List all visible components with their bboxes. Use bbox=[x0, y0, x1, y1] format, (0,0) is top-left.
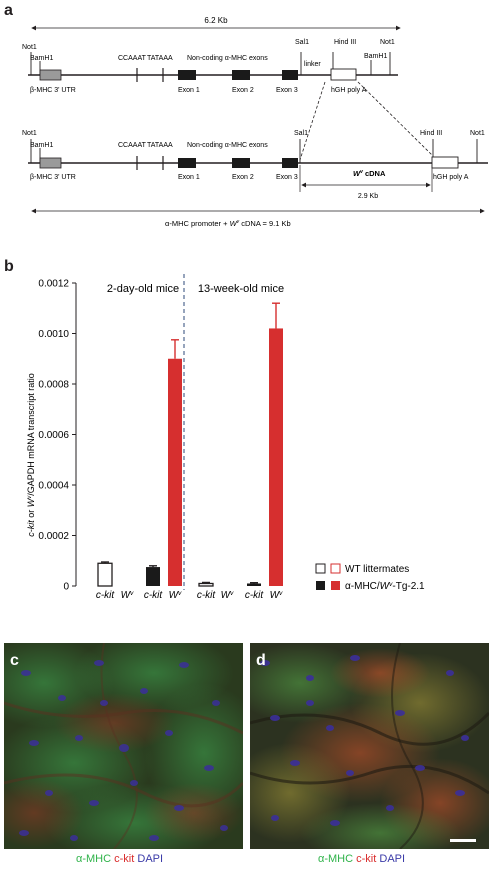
site-label: Hind III bbox=[420, 130, 442, 137]
bar bbox=[247, 583, 261, 586]
site-label: Hind III bbox=[334, 39, 356, 46]
y-tick-label: 0 bbox=[63, 582, 69, 593]
exon-label: Exon 3 bbox=[276, 87, 298, 94]
exon-label: Exon 1 bbox=[178, 87, 200, 94]
x-tick-label: Wv bbox=[169, 590, 182, 601]
utr-box bbox=[39, 69, 62, 81]
noncoding-label: Non-coding α-MHC exons bbox=[187, 142, 268, 149]
exon-label: Exon 3 bbox=[276, 174, 298, 181]
site-label: BamH1 bbox=[364, 53, 387, 60]
dashed-connector bbox=[299, 81, 326, 161]
panel-a-letter: a bbox=[4, 2, 13, 19]
exon-box bbox=[178, 158, 196, 168]
x-tick-label: c-kit bbox=[144, 590, 164, 601]
panel-b-letter: b bbox=[4, 258, 14, 275]
linker-label: linker bbox=[304, 61, 321, 68]
exon-box bbox=[282, 158, 298, 168]
utr-label: β-MHC 3' UTR bbox=[30, 174, 76, 181]
cdna-length-label: 2.9 Kb bbox=[358, 193, 378, 200]
dashed-connector bbox=[357, 81, 433, 156]
legend-swatch-tg-wv bbox=[331, 581, 340, 590]
exon-label: Exon 2 bbox=[232, 87, 254, 94]
utr-box bbox=[39, 157, 62, 169]
caption-alpha-mhc: α-MHC bbox=[76, 853, 112, 865]
noncoding-label: Non-coding α-MHC exons bbox=[187, 55, 268, 62]
polya-box bbox=[431, 156, 459, 169]
legend-label-tg: α-MHC/Wv-Tg-2.1 bbox=[345, 581, 425, 592]
micrograph-c bbox=[4, 643, 243, 849]
x-tick-label: c-kit bbox=[197, 590, 217, 601]
site-label: Not1 bbox=[22, 130, 37, 137]
group-label: 13-week-old mice bbox=[198, 283, 284, 295]
y-tick-label: 0.0004 bbox=[38, 481, 69, 492]
bar bbox=[269, 328, 283, 586]
transcript-ratio-chart: c-kit or Wv/GAPDH mRNA transcript ratio … bbox=[26, 274, 425, 601]
y-tick-label: 0.0012 bbox=[38, 279, 69, 290]
x-tick-label: Wv bbox=[221, 590, 234, 601]
x-tick-label: c-kit bbox=[96, 590, 116, 601]
y-tick-label: 0.0006 bbox=[38, 430, 69, 441]
legend-swatch-wt-wv bbox=[330, 563, 341, 574]
bar bbox=[168, 358, 182, 586]
bar bbox=[146, 567, 160, 586]
promoter-element: TATAAA bbox=[147, 55, 173, 62]
panel-d-letter: d bbox=[256, 652, 266, 669]
y-tick-label: 0.0010 bbox=[38, 329, 69, 340]
site-label: Sal1 bbox=[294, 130, 308, 137]
caption-alpha-mhc: α-MHC bbox=[318, 853, 354, 865]
x-tick-label: c-kit bbox=[245, 590, 265, 601]
bar bbox=[97, 562, 113, 587]
promoter-element: TATAAA bbox=[147, 142, 173, 149]
legend-swatch-wt-ckit bbox=[315, 563, 326, 574]
exon-box bbox=[282, 70, 298, 80]
polya-label: hGH poly A bbox=[331, 87, 367, 94]
exon-box bbox=[178, 70, 196, 80]
length-label-6-2kb: 6.2 Kb bbox=[204, 16, 228, 25]
exon-label: Exon 2 bbox=[232, 174, 254, 181]
site-label: BamH1 bbox=[30, 142, 53, 149]
panel-c-caption: α-MHC c-kit DAPI bbox=[76, 853, 163, 865]
promoter-element: CCAAAT bbox=[118, 142, 147, 149]
site-label: Not1 bbox=[380, 39, 395, 46]
caption-ckit: c-kit bbox=[114, 853, 135, 865]
y-tick-label: 0.0008 bbox=[38, 380, 69, 391]
site-label: BamH1 bbox=[30, 55, 53, 62]
scale-bar bbox=[450, 839, 476, 842]
promoter-element: CCAAAT bbox=[118, 55, 147, 62]
cdna-label: Wv cDNA bbox=[353, 169, 386, 178]
x-tick-label: Wv bbox=[270, 590, 283, 601]
construct-diagram: 6.2 Kb Not1 BamH1 β-MHC 3' UTR CCAAAT TA… bbox=[22, 16, 488, 228]
micrograph-d bbox=[250, 643, 489, 849]
exon-box bbox=[232, 70, 250, 80]
y-axis-label: c-kit or Wv/GAPDH mRNA transcript ratio bbox=[26, 373, 36, 537]
site-label: Not1 bbox=[470, 130, 485, 137]
panel-c-letter: c bbox=[10, 652, 19, 669]
caption-dapi: DAPI bbox=[379, 853, 406, 865]
bar bbox=[198, 582, 214, 587]
exon-label: Exon 1 bbox=[178, 174, 200, 181]
panel-d-caption: α-MHC c-kit DAPI bbox=[318, 853, 405, 865]
legend-swatch-tg-ckit bbox=[316, 581, 325, 590]
group-label: 2-day-old mice bbox=[107, 283, 179, 295]
site-label: Not1 bbox=[22, 44, 37, 51]
legend-label-wt: WT littermates bbox=[345, 564, 409, 575]
polya-box bbox=[330, 68, 357, 81]
y-tick-label: 0.0002 bbox=[38, 531, 69, 542]
caption-dapi: DAPI bbox=[137, 853, 164, 865]
caption-ckit: c-kit bbox=[356, 853, 377, 865]
x-tick-label: Wv bbox=[121, 590, 134, 601]
total-length-label: α-MHC promoter + Wv cDNA = 9.1 Kb bbox=[165, 219, 291, 228]
exon-box bbox=[232, 158, 250, 168]
polya-label: hGH poly A bbox=[433, 174, 469, 181]
utr-label: β-MHC 3' UTR bbox=[30, 87, 76, 94]
site-label: Sal1 bbox=[295, 39, 309, 46]
